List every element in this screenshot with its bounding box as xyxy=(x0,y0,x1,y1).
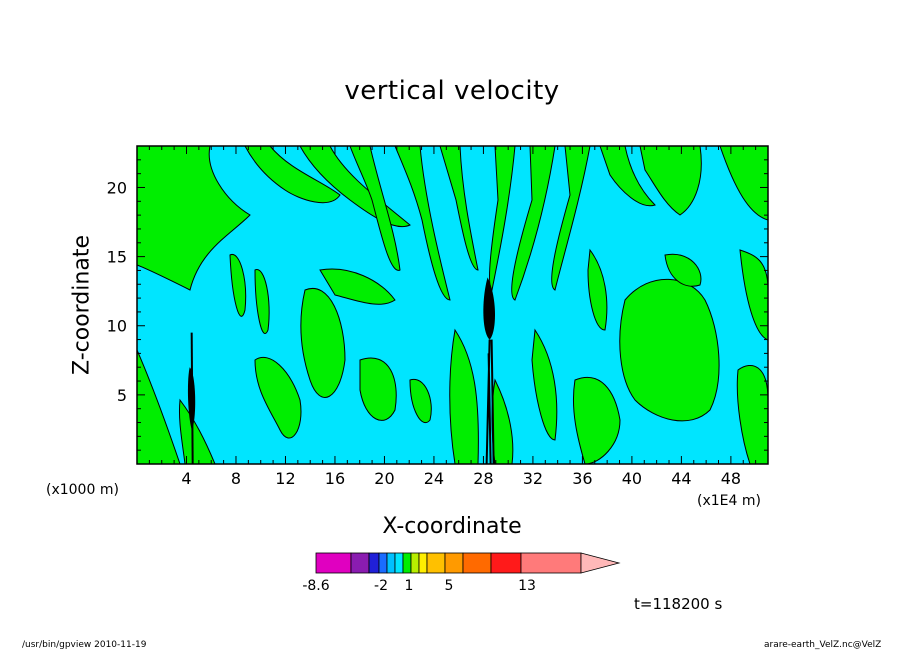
positive-region xyxy=(229,254,247,317)
positive-region xyxy=(349,146,401,271)
colorbar xyxy=(315,552,621,574)
time-label: t=118200 s xyxy=(634,595,723,613)
y-tick-label: 10 xyxy=(107,317,127,336)
colorbar-level-label: 1 xyxy=(404,578,414,594)
y-unit-label: (x1000 m) xyxy=(46,482,119,498)
positive-region xyxy=(489,146,516,291)
positive-region xyxy=(664,253,702,287)
colorbar-cell xyxy=(410,552,420,574)
positive-region xyxy=(244,146,341,204)
positive-region xyxy=(254,357,302,439)
colorbar-cell xyxy=(386,552,396,574)
colorbar-level-label: -2 xyxy=(374,578,388,594)
x-tick-label: 32 xyxy=(523,469,543,488)
colorbar-cell xyxy=(378,552,388,574)
x-tick-label: 28 xyxy=(473,469,493,488)
positive-region xyxy=(300,287,346,398)
updraft-core xyxy=(187,332,196,464)
positive-region xyxy=(511,146,556,301)
footer-file-variable: arare-earth_VelZ.nc@VelZ xyxy=(764,640,882,650)
colorbar-cell xyxy=(490,552,522,574)
colorbar-level-label: 5 xyxy=(444,578,454,594)
positive-region xyxy=(439,146,479,271)
colorbar-cell xyxy=(462,552,492,574)
x-tick-label: 8 xyxy=(231,469,241,488)
positive-region xyxy=(551,146,591,291)
x-tick-label: 24 xyxy=(424,469,444,488)
y-tick-label: 20 xyxy=(107,178,127,197)
positive-region xyxy=(531,328,558,441)
positive-region xyxy=(736,365,768,464)
x-tick-label: 12 xyxy=(275,469,295,488)
colorbar-cell xyxy=(418,552,428,574)
colorbar-cell xyxy=(394,552,404,574)
colorbar-cell xyxy=(402,552,412,574)
x-tick-label: 16 xyxy=(325,469,345,488)
positive-region xyxy=(449,328,479,464)
positive-region xyxy=(394,146,451,301)
colorbar-level-label: 13 xyxy=(518,578,536,594)
x-tick-label: 20 xyxy=(374,469,394,488)
colorbar-cell xyxy=(426,552,446,574)
x-tick-label: 40 xyxy=(622,469,642,488)
y-tick-label: 5 xyxy=(117,386,127,405)
colorbar-extension xyxy=(580,552,621,574)
positive-region xyxy=(619,278,720,422)
positive-region xyxy=(587,248,608,331)
x-tick-label: 44 xyxy=(671,469,691,488)
x-tick-label: 48 xyxy=(721,469,741,488)
contour-field xyxy=(137,146,768,464)
colorbar-cell xyxy=(350,552,370,574)
chart-title: vertical velocity xyxy=(344,76,560,106)
colorbar-cell xyxy=(315,552,352,574)
colorbar-cell xyxy=(520,552,582,574)
positive-region xyxy=(137,146,251,291)
positive-region xyxy=(319,268,396,305)
y-axis-label: Z-coordinate xyxy=(69,235,95,375)
x-axis: 4 8 12 16 20 24 28 32 36 40 44 48 xyxy=(148,146,757,488)
positive-region xyxy=(599,146,656,207)
x-axis-label: X-coordinate xyxy=(382,514,522,539)
plot-frame xyxy=(136,145,769,465)
footer-program-date: /usr/bin/gpview 2010-11-19 xyxy=(22,640,147,650)
positive-region xyxy=(359,357,397,421)
y-axis: 5 10 15 20 xyxy=(107,159,768,451)
positive-region xyxy=(254,269,270,334)
x-tick-label: 36 xyxy=(572,469,592,488)
colorbar-cell xyxy=(368,552,380,574)
positive-region xyxy=(572,376,621,464)
x-unit-label: (x1E4 m) xyxy=(697,493,761,509)
colorbar-cell xyxy=(444,552,464,574)
positive-region xyxy=(409,378,432,423)
updraft-core xyxy=(483,277,495,464)
x-tick-label: 4 xyxy=(181,469,191,488)
positive-region xyxy=(639,146,702,216)
y-tick-label: 15 xyxy=(107,248,127,267)
colorbar-level-label: -8.6 xyxy=(302,578,330,594)
